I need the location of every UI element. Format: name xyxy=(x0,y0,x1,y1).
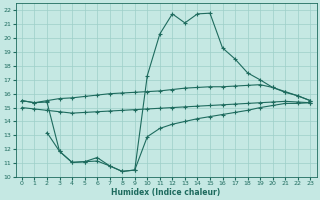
X-axis label: Humidex (Indice chaleur): Humidex (Indice chaleur) xyxy=(111,188,221,197)
